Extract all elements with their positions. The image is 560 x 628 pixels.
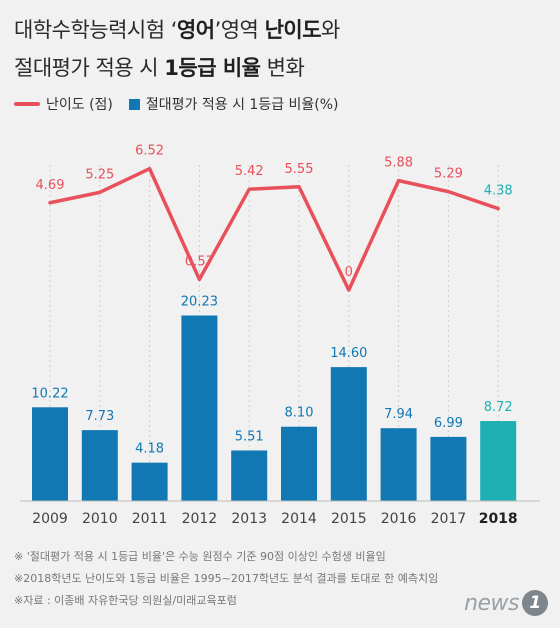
bar-value-label: 8.72	[484, 400, 513, 415]
x-tick-label: 2012	[182, 511, 218, 527]
legend: 난이도 (점) 절대평가 적용 시 1등급 비율(%)	[14, 94, 339, 114]
chart-area: 10.22 7.73 4.18 20.23 5.51 8.10 14.60 7.94 6.99 8…	[20, 144, 540, 527]
line-value-label: 5.55	[285, 162, 314, 177]
x-tick-label: 2018	[479, 511, 518, 527]
bar	[281, 426, 317, 501]
bar-value-label: 14.60	[330, 346, 367, 361]
x-tick-label: 2017	[431, 511, 467, 527]
legend-bar-label: 절대평가 적용 시 1등급 비율(%)	[145, 97, 339, 113]
bar-value-label: 7.73	[85, 409, 114, 424]
bar	[430, 436, 467, 501]
bar-value-label: 10.22	[31, 386, 68, 401]
x-tick-label: 2011	[132, 511, 168, 527]
line-value-label: 5.25	[85, 167, 114, 182]
title-text: 절대평가 적용 시	[14, 56, 165, 80]
title-text: 대학수학능력시험 ‘	[14, 18, 177, 42]
footnotes: ※ '절대평가 적용 시 1등급 비율'은 수능 원점수 기준 90점 이상인 …	[14, 546, 438, 612]
footnote: ※2018학년도 난이도와 1등급 비율은 1995~2017학년도 분석 결과…	[14, 572, 439, 585]
x-tick-label: 2013	[231, 511, 267, 527]
title-text: 와	[321, 18, 340, 42]
line-value-label: 4.38	[484, 184, 513, 199]
x-tick-label: 2016	[381, 511, 417, 527]
difficulty-line	[48, 166, 500, 292]
title-bold-text: 1등급 비율	[164, 56, 261, 80]
logo-mark: 1	[522, 590, 548, 616]
x-tick-label: 2009	[32, 511, 68, 527]
footnote: ※자료 : 이종배 자유한국당 의원실/미래교육포럼	[14, 594, 237, 607]
bar	[32, 407, 68, 501]
legend-line-swatch	[14, 102, 40, 106]
bar-value-label: 20.23	[181, 294, 218, 309]
line-value-label: 4.69	[36, 178, 65, 193]
bar	[480, 421, 517, 501]
x-tick-label: 2010	[82, 511, 118, 527]
bar	[81, 430, 118, 501]
line-value-label: 5.42	[235, 164, 264, 179]
bar-value-label: 6.99	[434, 416, 463, 431]
bar-value-label: 7.94	[384, 407, 413, 422]
legend-line-label: 난이도 (점)	[46, 97, 113, 113]
x-tick-label: 2014	[281, 511, 317, 527]
bar-value-label: 5.51	[235, 429, 264, 444]
chart-title-line1: 대학수학능력시험 ‘영어’영역 난이도와	[14, 14, 340, 44]
news1-logo: news 1	[464, 590, 548, 616]
title-text: 변화	[260, 56, 305, 80]
line-value-label: 0	[345, 265, 353, 280]
title-bold-text: 난이도	[264, 18, 322, 42]
bar	[380, 428, 417, 501]
title-bold-text: 영어	[176, 18, 215, 42]
bar-value-label: 8.10	[285, 406, 314, 421]
x-tick-label: 2015	[331, 511, 367, 527]
bar	[231, 450, 268, 501]
footnote: ※ '절대평가 적용 시 1등급 비율'은 수능 원점수 기준 90점 이상인 …	[14, 550, 386, 563]
line-value-label: 6.52	[135, 144, 164, 159]
line-value-label: 0.57	[185, 254, 214, 269]
bar	[181, 315, 218, 501]
logo-text: news	[464, 590, 519, 616]
line-value-label: 5.88	[384, 156, 413, 171]
title-text: ’영역	[214, 18, 265, 42]
legend-bar-swatch	[128, 98, 140, 110]
bar-value-label: 4.18	[135, 442, 164, 457]
bar	[131, 462, 168, 501]
chart-title-line2: 절대평가 적용 시 1등급 비율 변화	[14, 52, 305, 82]
bar	[330, 367, 367, 501]
line-value-label: 5.29	[434, 167, 463, 182]
